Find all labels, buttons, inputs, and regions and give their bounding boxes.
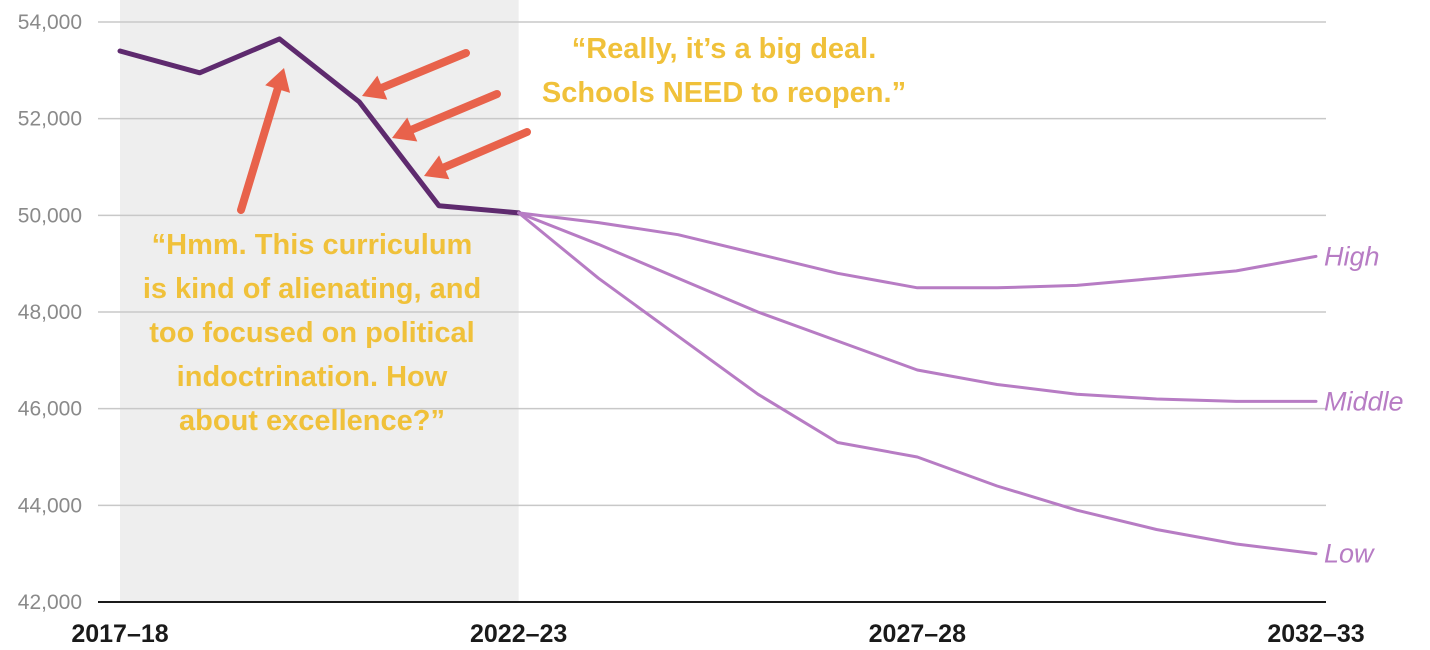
series-line-middle (517, 211, 1318, 403)
annotation-text-line: too focused on political (149, 317, 474, 349)
annotation-arrow-up-head (265, 68, 291, 93)
y-tick-label: 50,000 (18, 204, 82, 227)
annotation-text-line: Schools NEED to reopen.” (542, 77, 906, 109)
y-tick-label: 54,000 (18, 11, 82, 34)
y-tick-label: 48,000 (18, 301, 82, 324)
annotation-text-line: “Really, it’s a big deal. (572, 33, 877, 65)
x-tick-label: 2022–23 (470, 620, 567, 648)
annotation-arrow-2-head (392, 117, 418, 142)
series-label-middle: Middle (1324, 386, 1404, 416)
x-tick-label: 2017–18 (71, 620, 168, 648)
annotation-arrow-1-head (362, 75, 388, 100)
y-tick-label: 44,000 (18, 494, 82, 517)
x-tick-label: 2032–33 (1267, 620, 1364, 648)
series-line-high (517, 211, 1318, 290)
annotation-text-line: “Hmm. This curriculum (152, 229, 473, 261)
series-label-high: High (1324, 241, 1380, 271)
annotation-arrow-1-shaft (378, 49, 470, 92)
y-tick-label: 46,000 (18, 398, 82, 421)
annotation-arrow-up-shaft (237, 85, 282, 214)
y-tick-label: 42,000 (18, 591, 82, 614)
series-line-historical (117, 36, 522, 216)
annotation-arrow-2-shaft (408, 90, 501, 134)
annotation-text-line: is kind of alienating, and (143, 273, 481, 305)
series-line-low (517, 211, 1318, 556)
annotation-arrow-3-shaft (440, 128, 531, 172)
annotation-text-line: about excellence?” (179, 405, 445, 437)
annotation-arrow-3-head (424, 155, 450, 180)
x-tick-label: 2027–28 (869, 620, 966, 648)
y-tick-label: 52,000 (18, 108, 82, 131)
series-label-low: Low (1324, 539, 1375, 569)
annotation-text-line: indoctrination. How (177, 361, 448, 393)
historical-period-shading (120, 0, 519, 602)
